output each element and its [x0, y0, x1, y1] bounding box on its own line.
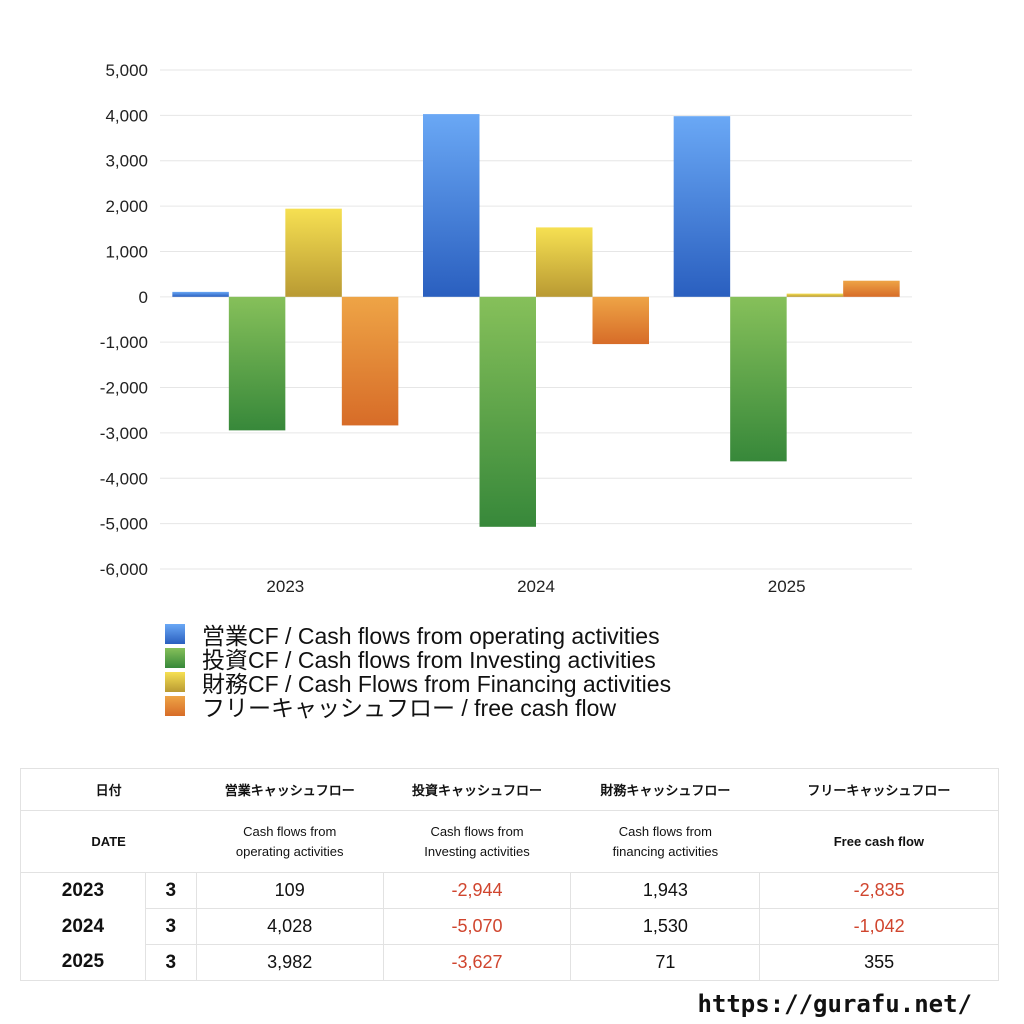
header-date-ja: 日付 [20, 768, 197, 811]
y-tick-label: -1,000 [100, 333, 148, 352]
cell-operating: 4,028 [195, 908, 384, 945]
cell-fcf: -2,835 [759, 872, 999, 909]
y-tick-label: 0 [139, 288, 148, 307]
cell-investing: -3,627 [382, 944, 572, 981]
y-tick-label: 5,000 [105, 61, 148, 80]
bar [592, 296, 649, 345]
x-tick-label: 2024 [517, 577, 555, 596]
site-url[interactable]: https://gurafu.net/ [697, 990, 972, 1018]
x-tick-label: 2023 [266, 577, 304, 596]
legend-item-free-cash-flow: フリーキャッシュフロー / free cash flow [165, 694, 671, 721]
bar [479, 296, 536, 527]
y-tick-label: -5,000 [100, 515, 148, 534]
cash-flow-table: 日付 営業キャッシュフロー 投資キャッシュフロー 財務キャッシュフロー フリーキ… [20, 768, 999, 981]
header-fcf-ja: フリーキャッシュフロー [759, 768, 999, 811]
y-tick-label: 4,000 [105, 106, 148, 125]
row-month: 3 [144, 908, 197, 945]
row-month: 3 [144, 944, 197, 981]
legend-label: フリーキャッシュフロー / free cash flow [202, 695, 617, 721]
bar [536, 227, 593, 297]
cell-investing: -5,070 [382, 908, 572, 945]
legend-swatch [165, 624, 185, 644]
row-year: 2024 [20, 908, 146, 945]
legend-item-operating: 営業CF / Cash flows from operating activit… [165, 622, 671, 649]
bar [843, 280, 900, 297]
y-tick-label: 3,000 [105, 152, 148, 171]
cell-fcf: 355 [759, 944, 999, 981]
header-date-en: DATE [20, 810, 197, 873]
row-year: 2025 [20, 944, 146, 981]
bar [423, 114, 480, 297]
bar [172, 291, 229, 297]
y-tick-label: 1,000 [105, 242, 148, 261]
table-row: 2024 3 4,028 -5,070 1,530 -1,042 [20, 908, 999, 945]
y-tick-label: -3,000 [100, 424, 148, 443]
cash-flow-bar-chart: 5,000 4,000 3,000 2,000 1,000 0 -1,000 -2,000 -3… [100, 61, 912, 596]
cell-financing: 71 [570, 944, 761, 981]
legend-label: 投資CF / Cash flows from Investing activit… [202, 647, 656, 673]
legend-label: 財務CF / Cash Flows from Financing activit… [202, 671, 672, 697]
table-header-en: DATE Cash flows from operating activitie… [20, 810, 999, 873]
bar [673, 116, 731, 297]
legend-label: 営業CF / Cash flows from operating activit… [202, 623, 660, 649]
table-row: 2025 3 3,982 -3,627 71 355 [20, 944, 999, 981]
header-financing-ja: 財務キャッシュフロー [570, 768, 760, 811]
cell-fcf: -1,042 [759, 908, 999, 945]
row-year: 2023 [20, 872, 146, 909]
row-month: 3 [144, 872, 197, 909]
table-header-ja: 日付 営業キャッシュフロー 投資キャッシュフロー 財務キャッシュフロー フリーキ… [20, 768, 999, 811]
legend-item-financing: 財務CF / Cash Flows from Financing activit… [165, 670, 671, 697]
header-operating-en: Cash flows from operating activities [196, 810, 384, 873]
cell-financing: 1,943 [570, 872, 761, 909]
cell-investing: -2,944 [382, 872, 572, 909]
cell-operating: 109 [195, 872, 384, 909]
y-tick-label: -2,000 [100, 379, 148, 398]
legend-swatch [165, 672, 185, 692]
cell-operating: 3,982 [195, 944, 384, 981]
x-tick-label: 2025 [768, 577, 806, 596]
legend-swatch [165, 696, 185, 716]
header-financing-en: Cash flows from financing activities [570, 810, 760, 873]
header-investing-ja: 投資キャッシュフロー [383, 768, 571, 811]
y-tick-label: 2,000 [105, 197, 148, 216]
header-investing-en: Cash flows from Investing activities [383, 810, 571, 873]
bar [285, 208, 342, 297]
bar [786, 293, 844, 297]
bar [341, 296, 399, 426]
table-row: 2023 3 109 -2,944 1,943 -2,835 [20, 872, 999, 909]
chart-legend: 営業CF / Cash flows from operating activit… [165, 622, 671, 721]
y-tick-label: -4,000 [100, 469, 148, 488]
header-fcf-en: Free cash flow [759, 810, 999, 873]
legend-item-investing: 投資CF / Cash flows from Investing activit… [165, 646, 671, 673]
y-tick-label: -6,000 [100, 560, 148, 579]
legend-swatch [165, 648, 185, 668]
header-operating-ja: 営業キャッシュフロー [196, 768, 384, 811]
bar [730, 296, 787, 462]
bar [228, 296, 286, 431]
cell-financing: 1,530 [570, 908, 761, 945]
